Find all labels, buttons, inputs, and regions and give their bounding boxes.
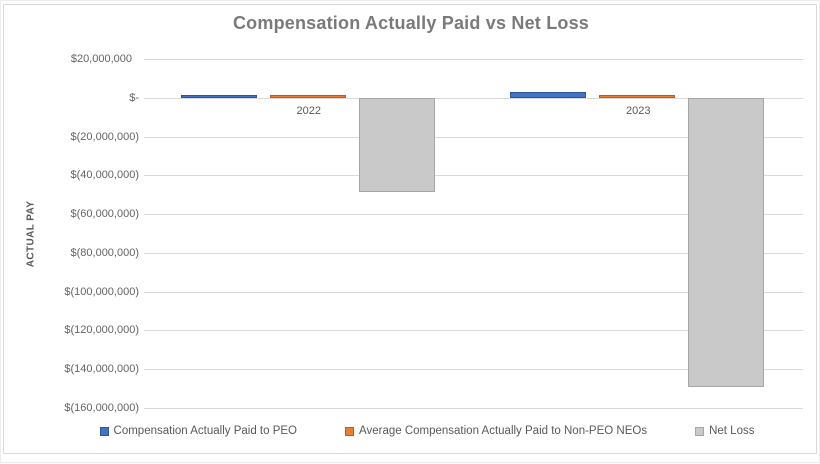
compensation-actually-paid-to-peo-bar-2023 [510, 92, 587, 98]
gridline [144, 97, 803, 99]
legend: Compensation Actually Paid to PEO Average… [1, 425, 820, 437]
y-axis-tick-label: $(80,000,000) [70, 246, 140, 259]
chart-title: Compensation Actually Paid vs Net Loss [232, 13, 590, 33]
legend-swatch-icon [345, 426, 354, 436]
legend-swatch-icon [99, 426, 109, 436]
legend-label: Compensation Actually Paid to PEO [113, 425, 297, 437]
y-axis-tick-label: $(140,000,000) [64, 363, 139, 376]
x-axis-category-label: 2023 [626, 104, 651, 117]
y-axis-tick-label: $(40,000,000) [70, 169, 140, 182]
gridline [144, 408, 803, 409]
gridline [144, 214, 803, 216]
gridline [144, 175, 803, 177]
legend-item-average-compensation-actually-paid-to-non-peo-neos: Average Compensation Actually Paid to No… [345, 425, 647, 437]
x-axis-category-label: 2022 [296, 104, 322, 117]
legend-label: Average Compensation Actually Paid to No… [359, 425, 648, 437]
average-compensation-actually-paid-to-non-peo-neos-bar-2023 [599, 95, 676, 98]
y-axis-tick-label: $(20,000,000) [70, 130, 140, 143]
y-axis-tick-label: $(160,000,000) [64, 402, 139, 414]
y-axis-tick-label: $(60,000,000) [70, 208, 140, 221]
average-compensation-actually-paid-to-non-peo-neos-bar-2022 [269, 95, 346, 98]
y-axis-tick-label: $- [129, 91, 139, 104]
gridline [144, 330, 803, 332]
legend-item-compensation-actually-paid-to-peo: Compensation Actually Paid to PEO [99, 425, 297, 437]
gridline [144, 252, 803, 254]
y-axis-tick-label: $(120,000,000) [64, 324, 139, 337]
legend-item-net-loss: Net Loss [695, 425, 754, 437]
y-axis-tick-label: $(100,000,000) [64, 285, 139, 298]
legend-swatch-icon [695, 426, 705, 436]
net-loss-bar-2022 [358, 97, 435, 193]
legend-label: Net Loss [709, 425, 755, 437]
gridline [144, 136, 803, 138]
y-axis-tick-label: $20,000,000 [70, 53, 132, 65]
gridline [144, 369, 803, 371]
net-loss-bar-2023 [688, 97, 765, 388]
chart-frame [3, 4, 817, 454]
gridline [144, 291, 803, 293]
compensation-actually-paid-to-peo-bar-2022 [180, 95, 257, 98]
gridline [144, 59, 803, 60]
